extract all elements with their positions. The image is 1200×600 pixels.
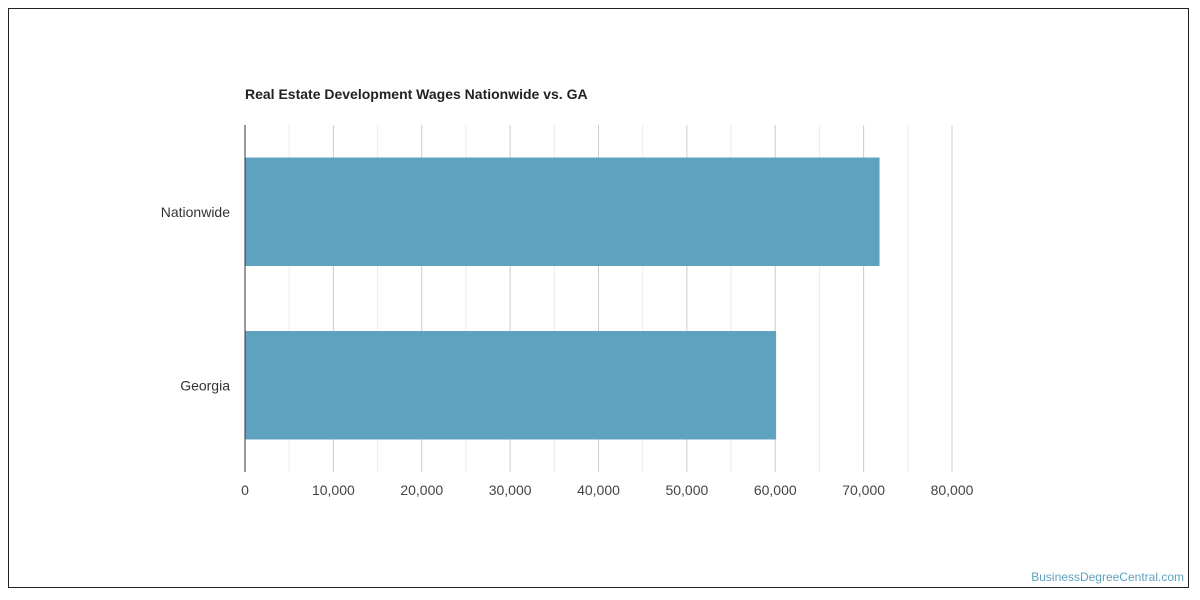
x-tick-label: 10,000 (312, 482, 355, 498)
category-label: Nationwide (161, 204, 230, 220)
bar (245, 157, 880, 266)
x-tick-label: 30,000 (489, 482, 532, 498)
x-tick-label: 0 (241, 482, 249, 498)
chart-frame (8, 8, 1189, 588)
watermark-link[interactable]: BusinessDegreeCentral.com (1031, 570, 1184, 584)
x-tick-label: 50,000 (665, 482, 708, 498)
x-tick-label: 60,000 (754, 482, 797, 498)
x-tick-label: 40,000 (577, 482, 620, 498)
x-tick-label: 70,000 (842, 482, 885, 498)
bar (245, 331, 777, 440)
x-tick-label: 20,000 (400, 482, 443, 498)
x-tick-label: 80,000 (931, 482, 974, 498)
category-label: Georgia (180, 377, 230, 393)
chart-title: Real Estate Development Wages Nationwide… (245, 86, 588, 102)
